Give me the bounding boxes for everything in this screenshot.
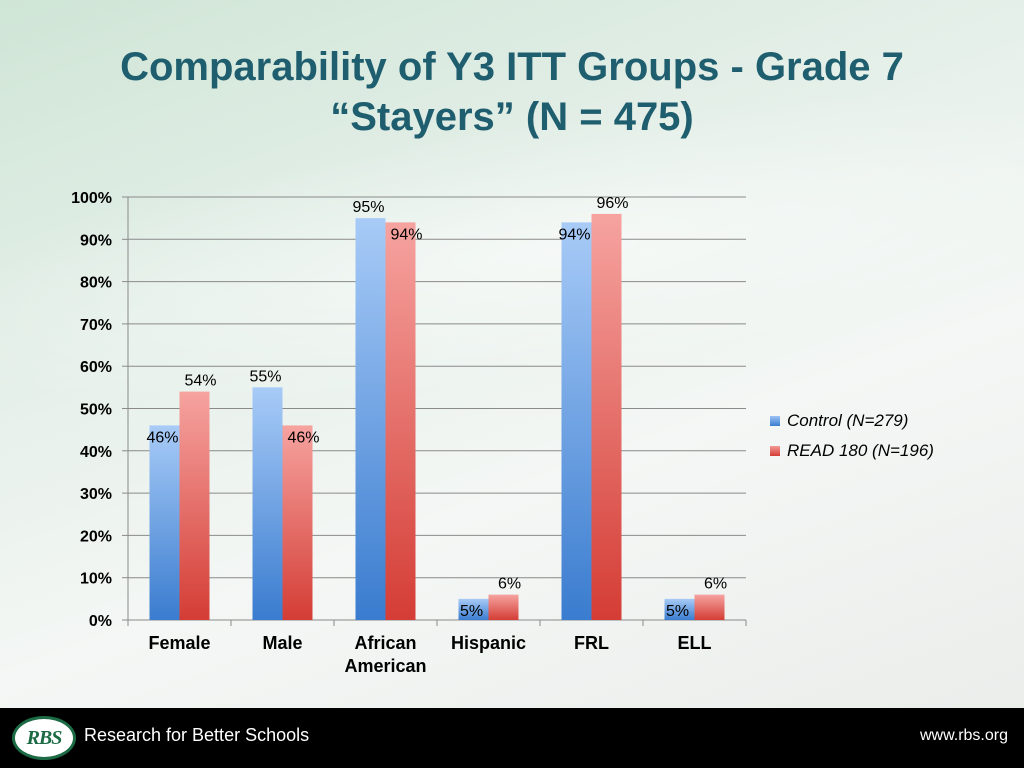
title-line-2: “Stayers” (N = 475) <box>330 95 694 139</box>
rbs-logo: RBS <box>12 716 76 760</box>
bar-control <box>664 598 695 620</box>
legend-swatch-control <box>770 416 780 426</box>
bar-read180 <box>282 425 313 620</box>
data-label: 94% <box>558 226 590 243</box>
bar-read180 <box>488 594 519 620</box>
y-tick-label: 10% <box>80 571 112 588</box>
bar-control <box>458 598 489 620</box>
organization-name: Research for Better Schools <box>84 725 310 745</box>
x-category-label: Female <box>148 633 210 653</box>
bar-read180 <box>694 594 725 620</box>
website-url: www.rbs.org <box>919 727 1008 744</box>
x-category-label: Hispanic <box>451 633 526 653</box>
bar-control <box>252 387 283 620</box>
data-label: 5% <box>666 603 689 620</box>
y-tick-label: 50% <box>80 402 112 419</box>
bar-read180 <box>591 213 622 621</box>
slide-title: Comparability of Y3 ITT Groups - Grade 7… <box>0 42 1024 142</box>
y-tick-label: 0% <box>89 613 112 630</box>
title-line-1: Comparability of Y3 ITT Groups - Grade 7 <box>120 45 904 89</box>
bar-control <box>149 425 180 620</box>
data-label: 54% <box>184 373 216 390</box>
x-category-label: FRL <box>574 633 609 653</box>
y-tick-label: 90% <box>80 232 112 249</box>
bar-read180 <box>179 391 210 620</box>
y-tick-label: 80% <box>80 275 112 292</box>
legend-label-read180: READ 180 (N=196) <box>787 441 934 460</box>
y-tick-label: 20% <box>80 528 112 545</box>
logo-text: RBS <box>26 726 63 749</box>
data-label: 6% <box>704 576 727 593</box>
data-label: 6% <box>498 576 521 593</box>
legend-swatch-read180 <box>770 446 780 456</box>
y-tick-label: 40% <box>80 444 112 461</box>
chart-legend: Control (N=279) READ 180 (N=196) <box>770 406 934 466</box>
data-label: 55% <box>249 368 281 385</box>
data-label: 5% <box>460 603 483 620</box>
x-category-label: ELL <box>678 633 712 653</box>
legend-label-control: Control (N=279) <box>787 411 909 430</box>
data-label: 46% <box>287 429 319 446</box>
x-category-label: Male <box>262 633 302 653</box>
data-label: 94% <box>390 226 422 243</box>
y-tick-label: 100% <box>71 190 112 207</box>
legend-item-read180: READ 180 (N=196) <box>770 436 934 466</box>
y-tick-label: 60% <box>80 359 112 376</box>
legend-item-control: Control (N=279) <box>770 406 934 436</box>
data-label: 96% <box>596 195 628 212</box>
bar-control <box>355 218 386 620</box>
slide: Comparability of Y3 ITT Groups - Grade 7… <box>0 30 1024 676</box>
data-label: 46% <box>146 429 178 446</box>
data-label: 95% <box>352 199 384 216</box>
footer-bar: RBS Research for Better Schools www.rbs.… <box>0 708 1024 768</box>
x-category-label: African American <box>344 633 426 676</box>
bar-read180 <box>385 222 416 620</box>
bar-chart: 0% 10% 20% 30% 40% 50% 60% 70% 80% 90% 100% Female M… <box>71 190 747 676</box>
y-tick-label: 70% <box>80 317 112 334</box>
bar-control <box>561 222 592 620</box>
y-tick-label: 30% <box>80 486 112 503</box>
